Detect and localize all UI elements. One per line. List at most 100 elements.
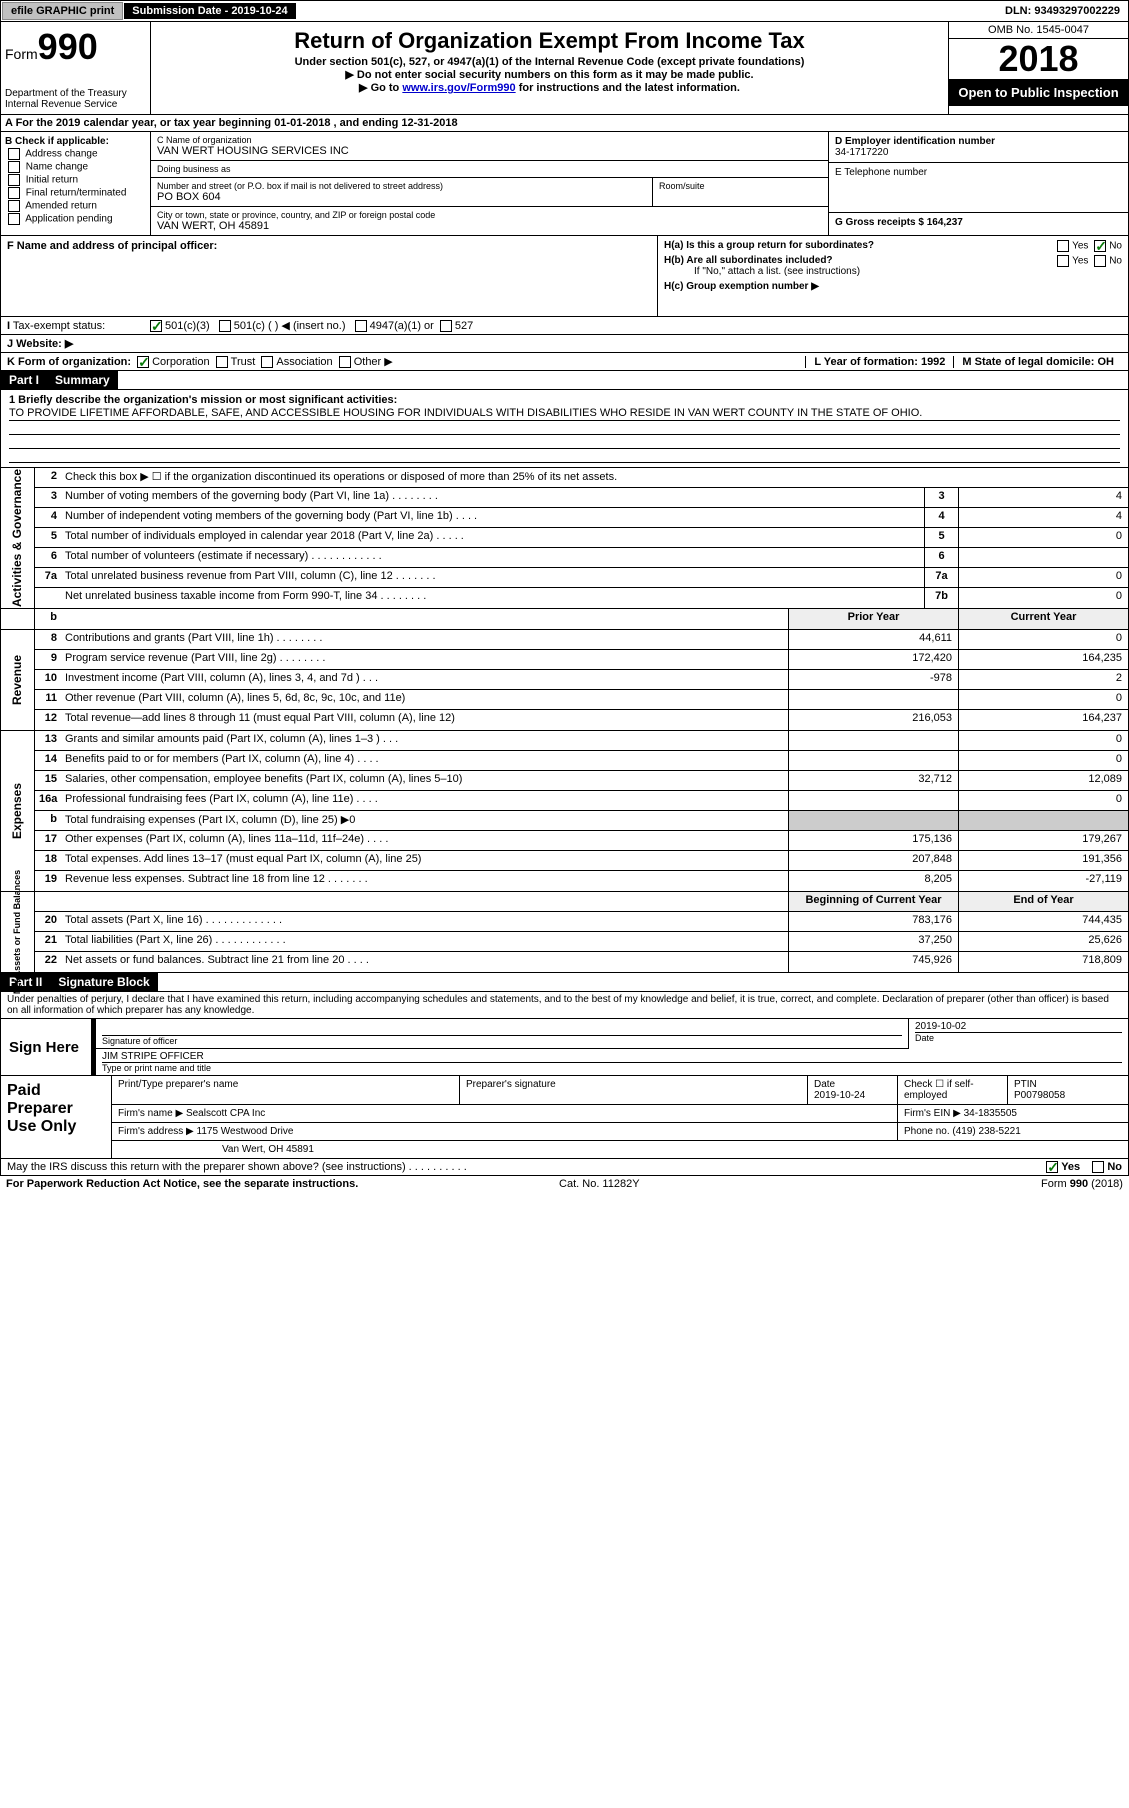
city-label: City or town, state or province, country… (157, 210, 822, 220)
chk-app-pending[interactable]: Application pending (5, 213, 146, 225)
form-label: Form (5, 46, 38, 62)
col-b-title: B Check if applicable: (5, 136, 109, 147)
dln-label: DLN: 93493297002229 (997, 3, 1128, 19)
na-line: 22Net assets or fund balances. Subtract … (35, 952, 1128, 972)
ptin-cell: PTINP00798058 (1008, 1076, 1128, 1104)
chk-amended[interactable]: Amended return (5, 200, 146, 212)
opt-4947: 4947(a)(1) or (370, 320, 434, 332)
page-footer: For Paperwork Reduction Act Notice, see … (0, 1176, 1129, 1192)
end-year-head: End of Year (958, 892, 1128, 911)
submission-date-badge: Submission Date - 2019-10-24 (124, 3, 295, 19)
discuss-no-chk[interactable] (1092, 1161, 1104, 1173)
discuss-yes-chk[interactable] (1046, 1161, 1058, 1173)
city-cell: City or town, state or province, country… (151, 207, 828, 235)
phone-cell: E Telephone number (829, 163, 1128, 213)
firm-name-cell: Firm's name ▶ Sealscott CPA Inc (112, 1105, 898, 1122)
mission-block: 1 Briefly describe the organization's mi… (0, 390, 1129, 468)
preparer-name-head: Print/Type preparer's name (112, 1076, 460, 1104)
chk-name-change[interactable]: Name change (5, 161, 146, 173)
chk-501c[interactable] (219, 320, 231, 332)
tax-year: 2018 (949, 39, 1128, 79)
chk-4947[interactable] (355, 320, 367, 332)
chk-final-return[interactable]: Final return/terminated (5, 187, 146, 199)
firm-ein-cell: Firm's EIN ▶ 34-1835505 (898, 1105, 1128, 1122)
form-header: Form990 Department of the Treasury Inter… (0, 22, 1129, 115)
dba-label: Doing business as (157, 164, 822, 174)
officer-signature-field[interactable]: Signature of officer (95, 1019, 908, 1049)
hb-note: If "No," attach a list. (see instruction… (694, 266, 1122, 277)
chk-address-change[interactable]: Address change (5, 148, 146, 160)
k-label: K Form of organization: (7, 356, 131, 368)
sign-date-field: 2019-10-02 Date (908, 1019, 1128, 1049)
chk-527[interactable] (440, 320, 452, 332)
ein-value: 34-1717220 (835, 147, 888, 158)
street-cell: Number and street (or P.O. box if mail i… (151, 178, 652, 206)
gov-line: 6Total number of volunteers (estimate if… (35, 548, 1128, 568)
begin-year-head: Beginning of Current Year (788, 892, 958, 911)
chk-other[interactable] (339, 356, 351, 368)
na-line: 20Total assets (Part X, line 16) . . . .… (35, 912, 1128, 932)
chk-corporation[interactable] (137, 356, 149, 368)
gov-line: 3Number of voting members of the governi… (35, 488, 1128, 508)
goto-post: for instructions and the latest informat… (516, 82, 740, 94)
paid-preparer-label: Paid Preparer Use Only (1, 1076, 111, 1158)
hb-yes-chk[interactable] (1057, 255, 1069, 267)
footer-right: Form 990 (2018) (1041, 1178, 1123, 1190)
ha-yes-chk[interactable] (1057, 240, 1069, 252)
expenses-grid: Expenses 13Grants and similar amounts pa… (0, 731, 1129, 892)
preparer-date-value: 2019-10-24 (814, 1090, 865, 1101)
rev-line: 8Contributions and grants (Part VIII, li… (35, 630, 1128, 650)
group-return-cell: H(a) Is this a group return for subordin… (658, 236, 1128, 316)
principal-officer-cell: F Name and address of principal officer: (1, 236, 658, 316)
firm-phone-value: (419) 238-5221 (952, 1126, 1020, 1137)
chk-association[interactable] (261, 356, 273, 368)
section-a-taxyear: A For the 2019 calendar year, or tax yea… (0, 115, 1129, 132)
header-left: Form990 Department of the Treasury Inter… (1, 22, 151, 114)
governance-vlabel: Activities & Governance (1, 468, 35, 608)
city-value: VAN WERT, OH 45891 (157, 220, 822, 232)
omb-number: OMB No. 1545-0047 (949, 22, 1128, 39)
dept-label: Department of the Treasury Internal Reve… (5, 88, 146, 110)
netassets-vlabel: Net Assets or Fund Balances (1, 892, 35, 972)
chk-initial-return[interactable]: Initial return (5, 174, 146, 186)
top-toolbar: efile GRAPHIC print Submission Date - 20… (0, 0, 1129, 22)
efile-print-button[interactable]: efile GRAPHIC print (2, 2, 123, 20)
open-to-public-badge: Open to Public Inspection (949, 79, 1128, 106)
note-goto: Go to www.irs.gov/Form990 for instructio… (155, 81, 944, 94)
form-number: Form990 (5, 26, 146, 68)
irs-link[interactable]: www.irs.gov/Form990 (402, 82, 515, 94)
officer-group-block: F Name and address of principal officer:… (0, 236, 1129, 317)
street-label: Number and street (or P.O. box if mail i… (157, 181, 646, 191)
exp-line: 14Benefits paid to or for members (Part … (35, 751, 1128, 771)
opt-501c: 501(c) ( ) ◀ (insert no.) (234, 319, 346, 332)
current-year-head: Current Year (958, 609, 1128, 629)
gov-line: 5Total number of individuals employed in… (35, 528, 1128, 548)
part-i-bar: Part I Summary (0, 371, 1129, 390)
firm-addr2-cell: Van Wert, OH 45891 (112, 1141, 1128, 1158)
org-name-label: C Name of organization (157, 135, 822, 145)
form-990-number: 990 (38, 26, 98, 67)
note-no-ssn: Do not enter social security numbers on … (155, 68, 944, 81)
header-right-box10px: OMB No. 1545-0047 2018 Open to Public In… (948, 22, 1128, 114)
year-formation: L Year of formation: 1992 (814, 356, 945, 368)
gross-receipts-value: G Gross receipts $ 164,237 (835, 217, 963, 228)
part-i-label: Part I (1, 371, 47, 389)
penalties-declaration: Under penalties of perjury, I declare th… (0, 992, 1129, 1019)
footer-left: For Paperwork Reduction Act Notice, see … (6, 1178, 358, 1190)
form-title: Return of Organization Exempt From Incom… (155, 28, 944, 54)
exp-line: 18Total expenses. Add lines 13–17 (must … (35, 851, 1128, 871)
hb-no-chk[interactable] (1094, 255, 1106, 267)
phone-label: E Telephone number (835, 167, 927, 178)
room-cell: Room/suite (652, 178, 828, 206)
officer-name-label: Type or print name and title (102, 1062, 1122, 1073)
preparer-date-cell: Date2019-10-24 (808, 1076, 898, 1104)
chk-501c3[interactable] (150, 320, 162, 332)
sign-here-block: Sign Here Signature of officer 2019-10-0… (0, 1019, 1129, 1076)
opt-501c3: 501(c)(3) (165, 320, 210, 332)
rev-line: 12Total revenue—add lines 8 through 11 (… (35, 710, 1128, 730)
self-employed-cell[interactable]: Check ☐ if self-employed (898, 1076, 1008, 1104)
expenses-vlabel: Expenses (1, 731, 35, 891)
tax-status-label: Tax-exempt status: (13, 320, 105, 332)
ha-no-chk[interactable] (1094, 240, 1106, 252)
chk-trust[interactable] (216, 356, 228, 368)
